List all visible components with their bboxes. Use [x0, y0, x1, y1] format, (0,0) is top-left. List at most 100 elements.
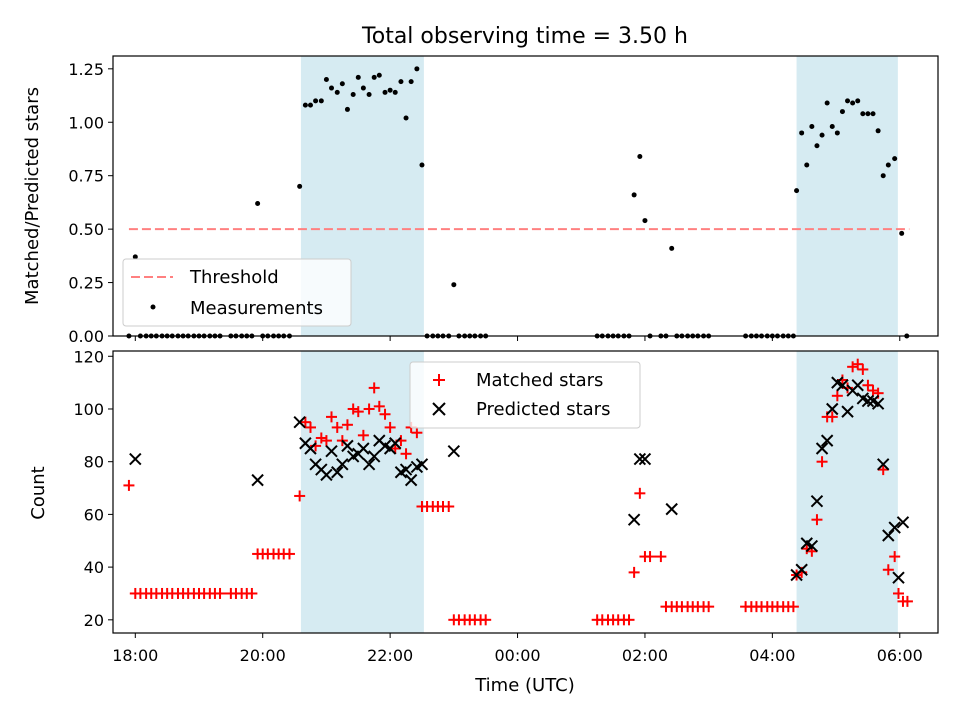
ratio-y-tick-label: 0.75: [68, 167, 104, 186]
predicted-star-point: [861, 394, 875, 408]
matched-star-point: [882, 564, 894, 576]
ratio-y-tick-label: 0.25: [68, 274, 104, 293]
matched-star-point: [443, 500, 455, 512]
predicted-star-point: [293, 415, 306, 429]
matched-star-point: [400, 448, 412, 460]
ratio-y-tick-label: 1.00: [68, 113, 104, 132]
matched-star-point: [379, 408, 391, 420]
measurements-legend-swatch: [150, 304, 156, 310]
time-x-tick-label: 00:00: [494, 646, 540, 665]
measurement-point: [799, 130, 805, 136]
measurement-point: [355, 74, 361, 80]
count-y-tick-label: 60: [84, 505, 104, 524]
matched-star-point: [384, 421, 396, 433]
predicted-star-point: [882, 529, 895, 542]
measurement-point: [255, 200, 261, 206]
measurement-point: [360, 85, 366, 91]
measurement-point: [809, 124, 815, 130]
matched-star-point: [901, 595, 913, 607]
measurement-point: [855, 98, 861, 104]
matched-star-point: [357, 429, 369, 441]
measurement-point: [850, 100, 856, 106]
ratio-panel: Total observing time = 3.50 h 0.000.250.…: [22, 24, 939, 346]
predicted-star-point: [320, 468, 333, 482]
measurement-point: [132, 254, 138, 260]
measurement-point: [451, 282, 457, 288]
count-y-tick-label: 100: [73, 400, 104, 419]
matched-star-point: [655, 551, 667, 563]
matched-star-point: [703, 601, 715, 613]
measurement-point: [387, 87, 393, 93]
ratio-y-tick-label: 1.25: [68, 60, 104, 79]
predicted-legend-label: Predicted stars: [476, 399, 610, 420]
measurement-point: [334, 89, 340, 95]
observing-window-1: [796, 56, 898, 336]
matched-star-point: [341, 419, 353, 431]
measurement-point: [350, 91, 356, 97]
measurement-point: [339, 81, 345, 87]
predicted-star-point: [888, 521, 901, 534]
time-x-tick-label: 20:00: [240, 646, 286, 665]
measurement-point: [880, 173, 886, 179]
predicted-star-point: [871, 397, 885, 410]
measurement-point: [804, 162, 810, 168]
measurement-point: [414, 66, 420, 72]
measurement-point: [824, 100, 830, 106]
predicted-star-point: [367, 450, 381, 463]
measurement-point: [794, 188, 800, 194]
measurement-point: [398, 79, 404, 85]
matched-star-point: [373, 400, 385, 412]
count-y-axis-ticks: 20 40 60 80 100 120: [73, 347, 113, 630]
predicted-stars-points: [129, 376, 910, 584]
count-y-axis-label: Count: [28, 466, 49, 519]
predicted-star-point: [841, 405, 854, 418]
measurement-point: [875, 128, 881, 134]
measurement-point: [392, 89, 398, 95]
predicted-star-point: [357, 442, 370, 455]
measurement-point: [845, 98, 851, 104]
measurement-point: [307, 102, 313, 108]
matched-star-point: [123, 479, 135, 491]
matched-star-point: [389, 443, 401, 455]
predicted-star-point: [336, 458, 349, 471]
predicted-legend-swatch: [432, 402, 446, 416]
predicted-star-point: [795, 563, 808, 576]
matched-star-point: [852, 358, 864, 370]
count-legend-box: [409, 361, 641, 429]
ratio-panel-frame: [112, 55, 939, 337]
matched-star-point: [831, 390, 843, 402]
matched-star-point: [628, 566, 640, 578]
time-x-axis-ticks: 18:00 20:00 22:00 00:00 02:00 04:00 06:00: [112, 633, 923, 665]
observing-windows-bottom: [300, 351, 898, 633]
matched-star-point: [634, 487, 646, 499]
predicted-star-point: [877, 458, 890, 471]
matched-star-point: [294, 490, 306, 502]
measurement-point: [329, 85, 335, 91]
matched-star-point: [623, 614, 635, 626]
observing-window-bottom-1: [796, 351, 898, 633]
measurement-point: [814, 143, 820, 149]
predicted-star-point: [325, 444, 338, 458]
measurement-point: [829, 124, 835, 130]
matched-legend-label: Matched stars: [476, 370, 603, 391]
measurement-point: [382, 89, 388, 95]
measurement-point: [839, 109, 845, 115]
matched-star-point: [411, 427, 423, 439]
predicted-star-point: [627, 513, 641, 526]
predicted-star-point: [820, 434, 834, 447]
measurement-point: [371, 74, 377, 80]
time-x-tick-label: 04:00: [749, 646, 795, 665]
predicted-star-point: [810, 495, 824, 508]
ratio-y-tick-label: 0.50: [68, 220, 104, 239]
measurement-point: [892, 156, 898, 162]
ratio-y-tick-label: 0.00: [68, 327, 104, 346]
matched-star-point: [320, 435, 332, 447]
matched-star-point: [304, 421, 316, 433]
measurement-point: [403, 115, 409, 121]
measurement-point: [819, 132, 825, 138]
predicted-star-point: [805, 539, 819, 553]
measurement-point: [899, 230, 905, 236]
time-x-tick-label: 06:00: [877, 646, 923, 665]
matched-star-point: [352, 406, 364, 418]
